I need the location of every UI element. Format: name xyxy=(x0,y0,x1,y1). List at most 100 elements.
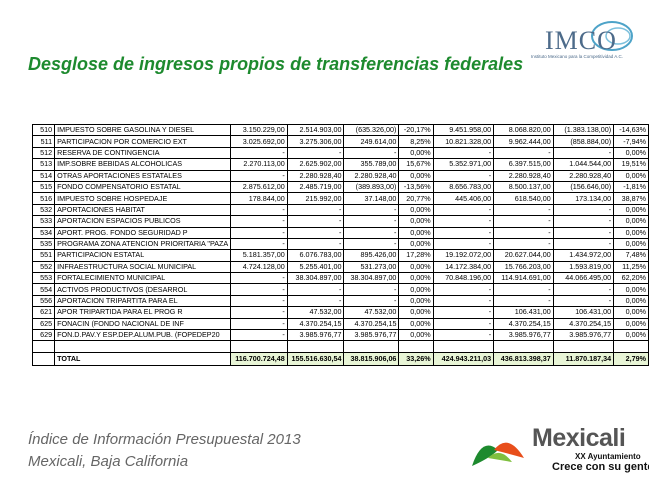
row-code: 552 xyxy=(31,260,56,274)
row-value-b: - xyxy=(286,203,345,217)
row-description: FON.D.PAV.Y ESP.DEP.ALUM.PUB. (FOPEDEP20 xyxy=(54,329,232,342)
row-value-a: - xyxy=(230,306,288,319)
row-code: 625 xyxy=(31,317,56,331)
row-value-g: 44.066.495,00 xyxy=(552,272,615,285)
row-code: 532 xyxy=(31,203,56,217)
row-value-e: - xyxy=(432,283,495,296)
row-value-g: - xyxy=(552,215,615,228)
row-value-g: - xyxy=(552,203,615,217)
footer-title: Índice de Información Presupuestal 2013 xyxy=(28,431,301,448)
row-value-a: - xyxy=(230,329,288,342)
row-description: PARTICIPACION ESTATAL xyxy=(54,249,232,262)
row-value-g: 1.044.544,00 xyxy=(552,158,615,171)
row-value-c: - xyxy=(343,237,400,251)
row-description: ACTIVOS PRODUCTIVOS (DESARROL xyxy=(54,283,232,296)
row-code: 516 xyxy=(31,192,56,205)
row-value-g: - xyxy=(552,226,615,239)
row-value-h: 0,00% xyxy=(613,215,649,228)
row-value-d: 0,00% xyxy=(398,146,434,160)
row-value-c: 47.532,00 xyxy=(343,306,400,319)
row-value-a: - xyxy=(230,317,288,331)
table-row: 532 APORTACIONES HABITAT - - -0,00% - - -0,00% xyxy=(31,203,649,217)
row-value-d: 8,25% xyxy=(398,135,434,148)
row-value-f: 618.540,00 xyxy=(493,192,554,205)
row-description xyxy=(54,340,232,354)
row-value-d: 0,00% xyxy=(398,203,434,217)
row-code: 512 xyxy=(31,146,56,160)
table-row: 516 IMPUESTO SOBRE HOSPEDAJE 178.844,00 215… xyxy=(31,192,649,205)
table-row: 511 PARTICIPACION POR COMERCIO EXT 3.025.6… xyxy=(31,135,649,148)
row-value-g: 106.431,00 xyxy=(552,306,615,319)
row-value-a: - xyxy=(230,294,288,308)
row-value-h: 0,00% xyxy=(613,237,649,251)
row-value-h: 0,00% xyxy=(613,294,649,308)
table-row: 629 FON.D.PAV.Y ESP.DEP.ALUM.PUB. (FOPEDE… xyxy=(31,329,649,342)
row-value-h: -7,94% xyxy=(613,135,649,148)
row-value-c: 249.614,00 xyxy=(343,135,400,148)
row-value-e: - xyxy=(432,215,495,228)
row-value-b: 215.992,00 xyxy=(286,192,345,205)
row-value-d: 0,00% xyxy=(398,306,434,319)
row-value-b: 6.076.783,00 xyxy=(286,249,345,262)
row-code: 534 xyxy=(31,226,56,239)
row-value-b xyxy=(286,340,345,354)
table-blank-row xyxy=(31,340,649,354)
row-description: PROGRAMA ZONA ATENCION PRIORITARIA "PAZA xyxy=(54,237,232,251)
row-value-c: - xyxy=(343,215,400,228)
row-description: APORTACIONES HABITAT xyxy=(54,203,232,217)
row-value-e: 14.172.384,00 xyxy=(432,260,495,274)
row-value-b: 2.485.719,00 xyxy=(286,180,345,194)
row-value-g: - xyxy=(552,146,615,160)
row-value-c: (389.893,00) xyxy=(343,180,400,194)
row-description: FONACIN (FONDO NACIONAL DE INF xyxy=(54,317,232,331)
table-body: 510 IMPUESTO SOBRE GASOLINA Y DIESEL 3.150… xyxy=(31,123,649,367)
row-value-b: - xyxy=(286,146,345,160)
mexicali-brand-slogan: Crece con su gente xyxy=(552,461,649,473)
table-row: 514 OTRAS APORTACIONES ESTATALES -2.280.92… xyxy=(31,169,649,182)
row-value-c: 38.304.897,00 xyxy=(343,272,400,285)
row-value-e: - xyxy=(432,294,495,308)
row-value-f: 114.914.691,00 xyxy=(493,272,554,285)
row-value-g: (156.646,00) xyxy=(552,180,615,194)
row-value-d: 0,00% xyxy=(398,260,434,274)
row-value-e: 10.821.328,00 xyxy=(432,135,495,148)
row-value-c: 4.370.254,15 xyxy=(343,317,400,331)
row-value-b: 38.304.897,00 xyxy=(286,272,345,285)
row-code xyxy=(31,352,56,367)
row-description: APORTACION TRIPARTITA PARA EL xyxy=(54,294,232,308)
row-value-h: 0,00% xyxy=(613,226,649,239)
row-value-f: - xyxy=(493,226,554,239)
row-value-g: - xyxy=(552,294,615,308)
row-value-g: (1.383.138,00) xyxy=(552,123,615,137)
row-value-a: 2.270.113,00 xyxy=(230,158,288,171)
row-value-h: 38,87% xyxy=(613,192,649,205)
row-value-e: - xyxy=(432,237,495,251)
table-row: 553 FORTALECIMIENTO MUNICIPAL -38.304.897,… xyxy=(31,272,649,285)
table-row: 533 APORTACION ESPACIOS PUBLICOS - - -0,00% -… xyxy=(31,215,649,228)
table-total-row: TOTAL 116.700.724,48 155.516.630,54 38.815.… xyxy=(31,352,649,367)
table-row: 515 FONDO COMPENSATORIO ESTATAL 2.875.612,… xyxy=(31,180,649,194)
transfers-table: 510 IMPUESTO SOBRE GASOLINA Y DIESEL 3.150… xyxy=(31,123,649,367)
row-value-a: - xyxy=(230,283,288,296)
table-row: 625 FONACIN (FONDO NACIONAL DE INF - 4.370.… xyxy=(31,317,649,331)
row-value-h: -1,81% xyxy=(613,180,649,194)
row-code: 556 xyxy=(31,294,56,308)
row-value-c: 531.273,00 xyxy=(343,260,400,274)
row-value-b: - xyxy=(286,226,345,239)
row-value-h: 0,00% xyxy=(613,169,649,182)
row-value-f: 3.985.976,77 xyxy=(493,329,554,342)
table-row: 512 RESERVA DE CONTINGENCIA - - -0,00% - - -0,0… xyxy=(31,146,649,160)
row-value-h: -14,63% xyxy=(613,123,649,137)
row-code: 551 xyxy=(31,249,56,262)
row-value-b: - xyxy=(286,237,345,251)
row-value-c xyxy=(343,340,400,354)
row-value-f: 106.431,00 xyxy=(493,306,554,319)
row-value-c: 37.148,00 xyxy=(343,192,400,205)
row-description: OTRAS APORTACIONES ESTATALES xyxy=(54,169,232,182)
row-description: IMPUESTO SOBRE HOSPEDAJE xyxy=(54,192,232,205)
row-value-g: - xyxy=(552,237,615,251)
row-value-c: 3.985.976,77 xyxy=(343,329,400,342)
row-value-a: 116.700.724,48 xyxy=(230,352,288,367)
row-value-c: 38.815.906,06 xyxy=(343,352,400,367)
row-description: FONDO COMPENSATORIO ESTATAL xyxy=(54,180,232,194)
